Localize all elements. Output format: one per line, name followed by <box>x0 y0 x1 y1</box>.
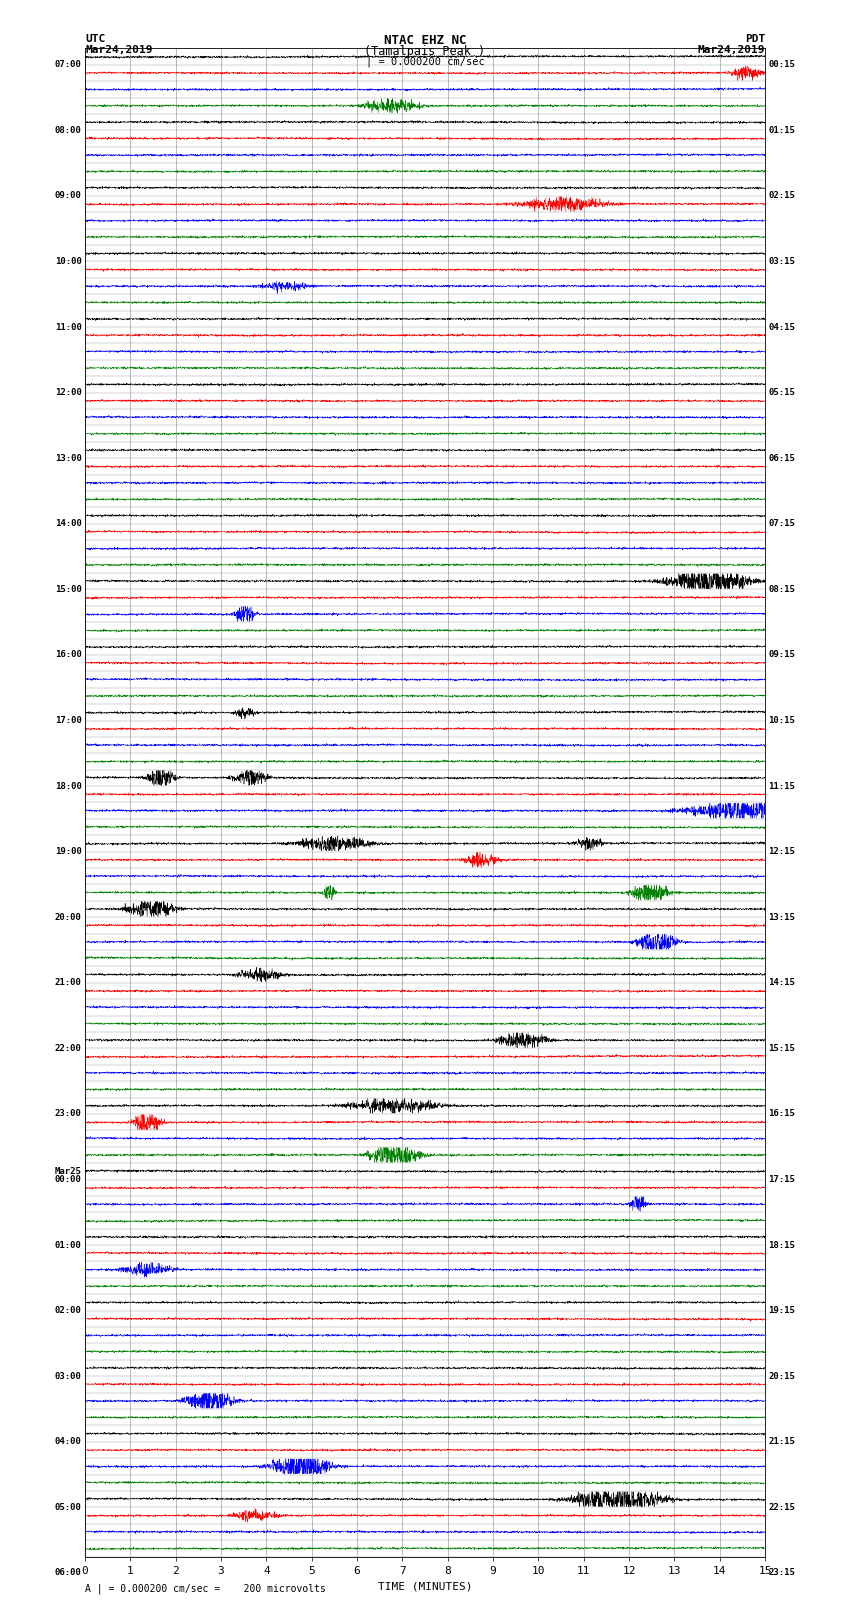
Text: 06:15: 06:15 <box>768 453 796 463</box>
Text: 15:00: 15:00 <box>54 586 82 594</box>
Text: 04:00: 04:00 <box>54 1437 82 1447</box>
Text: 23:15: 23:15 <box>768 1568 796 1578</box>
Text: 00:15: 00:15 <box>768 60 796 69</box>
Text: 17:15: 17:15 <box>768 1174 796 1184</box>
Text: 04:15: 04:15 <box>768 323 796 332</box>
Text: 12:00: 12:00 <box>54 389 82 397</box>
Text: 23:00: 23:00 <box>54 1110 82 1118</box>
Text: 08:15: 08:15 <box>768 586 796 594</box>
Text: UTC: UTC <box>85 34 105 44</box>
Text: Mar24,2019: Mar24,2019 <box>85 45 152 55</box>
Text: 01:00: 01:00 <box>54 1240 82 1250</box>
Text: 20:15: 20:15 <box>768 1371 796 1381</box>
Text: 12:15: 12:15 <box>768 847 796 857</box>
Text: 20:00: 20:00 <box>54 913 82 921</box>
Text: | = 0.000200 cm/sec: | = 0.000200 cm/sec <box>366 56 484 68</box>
Text: A | = 0.000200 cm/sec =    200 microvolts: A | = 0.000200 cm/sec = 200 microvolts <box>85 1582 326 1594</box>
Text: 21:15: 21:15 <box>768 1437 796 1447</box>
Text: 02:00: 02:00 <box>54 1307 82 1315</box>
Text: PDT: PDT <box>745 34 765 44</box>
Text: 15:15: 15:15 <box>768 1044 796 1053</box>
Text: Mar24,2019: Mar24,2019 <box>698 45 765 55</box>
Text: Mar25: Mar25 <box>54 1166 82 1176</box>
Text: 21:00: 21:00 <box>54 979 82 987</box>
Text: 14:00: 14:00 <box>54 519 82 529</box>
Text: 19:15: 19:15 <box>768 1307 796 1315</box>
Text: 03:00: 03:00 <box>54 1371 82 1381</box>
Text: NTAC EHZ NC: NTAC EHZ NC <box>383 34 467 47</box>
X-axis label: TIME (MINUTES): TIME (MINUTES) <box>377 1581 473 1590</box>
Text: 07:15: 07:15 <box>768 519 796 529</box>
Text: 14:15: 14:15 <box>768 979 796 987</box>
Text: 05:00: 05:00 <box>54 1503 82 1511</box>
Text: 22:15: 22:15 <box>768 1503 796 1511</box>
Text: 18:15: 18:15 <box>768 1240 796 1250</box>
Text: (Tamalpais Peak ): (Tamalpais Peak ) <box>365 45 485 58</box>
Text: 09:00: 09:00 <box>54 192 82 200</box>
Text: 10:15: 10:15 <box>768 716 796 724</box>
Text: 16:15: 16:15 <box>768 1110 796 1118</box>
Text: 00:00: 00:00 <box>54 1174 82 1184</box>
Text: 09:15: 09:15 <box>768 650 796 660</box>
Text: 01:15: 01:15 <box>768 126 796 135</box>
Text: 06:00: 06:00 <box>54 1568 82 1578</box>
Text: 16:00: 16:00 <box>54 650 82 660</box>
Text: 11:00: 11:00 <box>54 323 82 332</box>
Text: 07:00: 07:00 <box>54 60 82 69</box>
Text: 18:00: 18:00 <box>54 782 82 790</box>
Text: 10:00: 10:00 <box>54 256 82 266</box>
Text: 17:00: 17:00 <box>54 716 82 724</box>
Text: 13:15: 13:15 <box>768 913 796 921</box>
Text: 08:00: 08:00 <box>54 126 82 135</box>
Text: 03:15: 03:15 <box>768 256 796 266</box>
Text: 22:00: 22:00 <box>54 1044 82 1053</box>
Text: 05:15: 05:15 <box>768 389 796 397</box>
Text: 11:15: 11:15 <box>768 782 796 790</box>
Text: 19:00: 19:00 <box>54 847 82 857</box>
Text: 02:15: 02:15 <box>768 192 796 200</box>
Text: 13:00: 13:00 <box>54 453 82 463</box>
